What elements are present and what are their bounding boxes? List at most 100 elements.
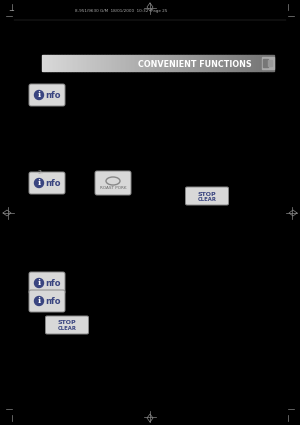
Bar xyxy=(238,55,240,71)
Text: −: − xyxy=(8,8,14,14)
Bar xyxy=(76,55,78,71)
Bar xyxy=(262,55,263,71)
Bar xyxy=(129,55,130,71)
Text: 2.: 2. xyxy=(37,170,43,175)
Text: nfo: nfo xyxy=(45,278,61,287)
Bar xyxy=(194,55,195,71)
Bar xyxy=(119,55,121,71)
Bar xyxy=(157,55,158,71)
Text: nfo: nfo xyxy=(45,178,61,187)
Bar xyxy=(158,55,160,71)
Bar xyxy=(173,55,175,71)
Bar xyxy=(70,55,71,71)
Bar xyxy=(170,55,172,71)
Bar xyxy=(146,55,147,71)
Bar xyxy=(82,55,84,71)
Text: i: i xyxy=(38,279,40,287)
Bar xyxy=(201,55,203,71)
Bar xyxy=(231,55,232,71)
Bar xyxy=(249,55,251,71)
Bar xyxy=(198,55,200,71)
Bar xyxy=(147,55,149,71)
Bar xyxy=(206,55,208,71)
Bar xyxy=(121,55,122,71)
Bar xyxy=(186,55,188,71)
Bar xyxy=(102,55,104,71)
Bar xyxy=(184,55,186,71)
Bar xyxy=(204,55,206,71)
Bar xyxy=(200,55,201,71)
Bar xyxy=(228,55,229,71)
Circle shape xyxy=(34,278,43,287)
Bar xyxy=(218,55,220,71)
Bar xyxy=(84,55,85,71)
Bar xyxy=(67,55,68,71)
Bar xyxy=(135,55,136,71)
Bar xyxy=(167,55,169,71)
Bar xyxy=(254,55,255,71)
Bar xyxy=(54,55,56,71)
Bar xyxy=(223,55,224,71)
Bar xyxy=(53,55,54,71)
Text: CONVENIENT FUNCTIONS: CONVENIENT FUNCTIONS xyxy=(138,60,252,68)
Bar xyxy=(237,55,238,71)
Bar xyxy=(189,55,190,71)
Bar xyxy=(246,55,248,71)
Bar xyxy=(45,55,46,71)
Text: nfo: nfo xyxy=(45,297,61,306)
Bar xyxy=(259,55,260,71)
Bar xyxy=(153,55,155,71)
Bar xyxy=(144,55,146,71)
Bar xyxy=(109,55,110,71)
Bar xyxy=(115,55,116,71)
Bar xyxy=(138,55,140,71)
Bar xyxy=(73,55,74,71)
Bar xyxy=(229,55,231,71)
Bar xyxy=(251,55,252,71)
Bar xyxy=(68,55,70,71)
Bar xyxy=(61,55,62,71)
Bar xyxy=(132,55,133,71)
Bar xyxy=(263,55,265,71)
Bar xyxy=(252,55,254,71)
Bar xyxy=(133,55,135,71)
Bar xyxy=(234,55,235,71)
Bar xyxy=(59,55,61,71)
Bar xyxy=(42,55,44,71)
Bar xyxy=(217,55,218,71)
Bar xyxy=(195,55,197,71)
Bar xyxy=(92,55,93,71)
Bar xyxy=(192,55,194,71)
FancyBboxPatch shape xyxy=(29,84,65,106)
Bar xyxy=(242,55,243,71)
Bar xyxy=(96,55,98,71)
Bar xyxy=(197,55,198,71)
Bar xyxy=(266,55,268,71)
Bar xyxy=(142,55,144,71)
Bar xyxy=(58,55,59,71)
Bar xyxy=(98,55,99,71)
Bar xyxy=(113,55,115,71)
Bar xyxy=(50,55,51,71)
Bar xyxy=(244,55,246,71)
Bar xyxy=(124,55,125,71)
FancyBboxPatch shape xyxy=(29,172,65,194)
Bar xyxy=(46,55,48,71)
Bar xyxy=(188,55,189,71)
Bar xyxy=(212,55,214,71)
Bar xyxy=(181,55,183,71)
FancyBboxPatch shape xyxy=(185,187,229,205)
Bar xyxy=(180,55,181,71)
Bar xyxy=(175,55,177,71)
Bar xyxy=(269,55,271,71)
Bar xyxy=(118,55,119,71)
Bar xyxy=(163,55,164,71)
Text: 8-951/9630 G/M  18/01/2000  10:32  Page 25: 8-951/9630 G/M 18/01/2000 10:32 Page 25 xyxy=(75,9,167,13)
Bar xyxy=(81,55,82,71)
Bar xyxy=(235,55,237,71)
Bar xyxy=(178,55,180,71)
Bar xyxy=(79,55,81,71)
Bar xyxy=(44,55,45,71)
Text: STOP: STOP xyxy=(198,192,216,196)
Bar xyxy=(140,55,141,71)
